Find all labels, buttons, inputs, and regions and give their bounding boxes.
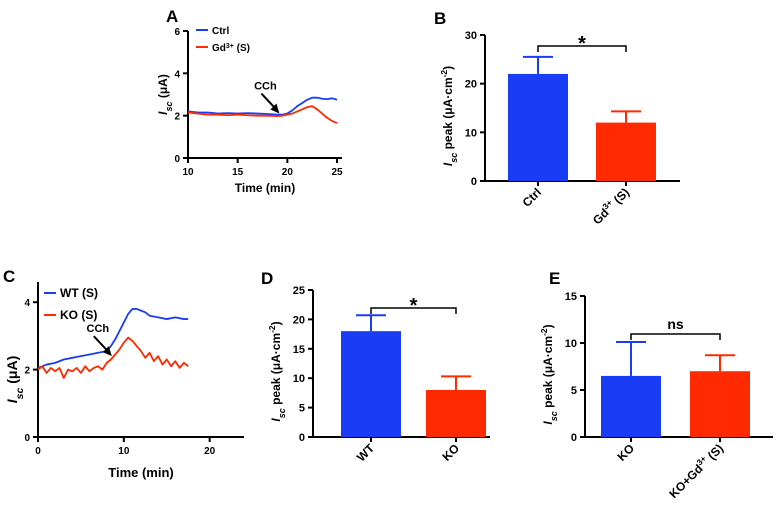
y-tick-label: 10 [465, 127, 477, 139]
y-tick-label: 25 [293, 285, 305, 297]
x-tick-label: KO+Gd3+ (S) [665, 440, 726, 501]
y-tick-label: 2 [24, 366, 30, 377]
y-tick-label: 0 [174, 154, 180, 165]
annotation-arrow-head [270, 103, 280, 114]
chart-panel-D: D 0 5 10 15 20 25 Isc peak (μA·cm-2) WT KO * [261, 269, 490, 464]
bar [601, 375, 661, 437]
x-tick-label: KO [439, 441, 462, 464]
bar [508, 73, 568, 181]
y-tick-label: 30 [465, 30, 477, 42]
significance-label: * [410, 295, 418, 317]
x-tick-label: 15 [232, 167, 244, 178]
panel-letter: E [549, 269, 560, 288]
chart-panel-A: A 0 2 4 6 10 15 20 25 Time (min) Isc (μA) Ctrl Gd3+ … [156, 7, 343, 195]
series-line-0 [187, 96, 338, 116]
series-line-1 [187, 105, 338, 124]
x-tick-label: 10 [182, 167, 194, 178]
annotation-arrow-head [102, 346, 112, 357]
y-tick-label: 5 [299, 403, 305, 415]
series-line-0 [37, 308, 189, 369]
y-axis-label: Isc peak (μA·cm-2) [539, 324, 559, 424]
y-tick-label: 4 [24, 298, 30, 309]
x-tick-label: KO [614, 441, 637, 464]
bar [596, 122, 656, 181]
y-axis-label: Isc (μA) [4, 356, 26, 403]
significance-bracket [537, 45, 627, 52]
y-axis-label: Isc peak (μA·cm-2) [267, 321, 287, 421]
bar [426, 389, 486, 437]
series-line-1 [37, 336, 189, 379]
chart-panel-B: B 0 10 20 30 Isc peak (μA·cm-2) Ctrl Gd3+ (S) * [434, 9, 680, 227]
chart-panel-E: E 0 5 10 15 Isc peak (μA·cm-2) KO KO+Gd3+ (S) ns [539, 269, 773, 501]
y-tick-label: 10 [293, 373, 305, 385]
significance-bracket [370, 307, 457, 314]
x-tick-label: Gd3+ (S) [589, 184, 633, 228]
significance-label: * [578, 33, 586, 55]
bar [690, 371, 750, 437]
legend-label: KO (S) [60, 308, 97, 322]
x-axis-label: Time (min) [235, 181, 295, 195]
significance-label: ns [667, 316, 684, 332]
y-tick-label: 6 [174, 27, 180, 38]
y-tick-label: 15 [565, 291, 577, 303]
y-tick-label: 20 [465, 79, 477, 91]
chart-panel-C: C 0 2 4 0 10 20 Time (min) Isc (μA) WT (S) KO (S)C… [3, 267, 244, 480]
y-tick-label: 4 [174, 69, 180, 80]
y-tick-label: 0 [471, 176, 477, 188]
y-axis-label: Isc peak (μA·cm-2) [439, 66, 459, 166]
legend-label: Gd3+ (S) [212, 43, 250, 55]
x-tick-label: 10 [118, 446, 130, 457]
y-tick-label: 2 [174, 112, 180, 123]
x-tick-label: Ctrl [520, 185, 545, 210]
annotation-label: CCh [87, 323, 110, 335]
panel-letter: B [434, 9, 446, 28]
x-tick-label: 25 [331, 167, 343, 178]
panel-letter: D [261, 269, 273, 288]
y-tick-label: 0 [571, 432, 577, 444]
bar [341, 331, 401, 437]
y-tick-label: 5 [571, 385, 577, 397]
y-tick-label: 10 [565, 338, 577, 350]
y-tick-label: 0 [299, 432, 305, 444]
x-tick-label: 20 [282, 167, 294, 178]
panel-letter: A [166, 7, 178, 26]
x-tick-label: WT [354, 441, 378, 465]
legend-label: Ctrl [212, 26, 229, 37]
y-tick-label: 0 [24, 433, 30, 444]
y-axis-label: Isc (μA) [156, 74, 174, 115]
x-tick-label: 0 [35, 446, 41, 457]
y-tick-label: 15 [293, 344, 305, 356]
panel-letter: C [3, 267, 15, 286]
legend-label: WT (S) [60, 286, 98, 300]
y-tick-label: 20 [293, 314, 305, 326]
annotation-label: CCh [254, 81, 277, 93]
significance-bracket [630, 333, 721, 340]
x-tick-label: 20 [204, 446, 216, 457]
x-axis-label: Time (min) [108, 465, 174, 480]
